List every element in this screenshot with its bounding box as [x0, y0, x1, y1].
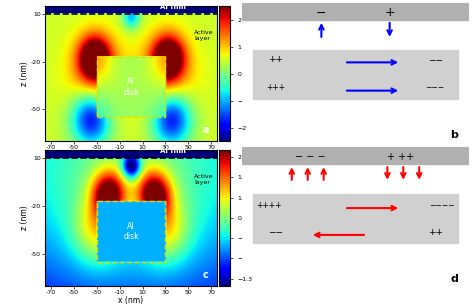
Text: ++: ++	[268, 55, 283, 64]
Text: Al film: Al film	[160, 148, 186, 154]
Y-axis label: z (nm): z (nm)	[20, 206, 29, 230]
Text: −−: −−	[268, 227, 283, 237]
Text: −−: −−	[428, 55, 443, 64]
Bar	[253, 50, 458, 99]
Text: −: −	[316, 6, 327, 19]
Bar	[97, 57, 165, 117]
Text: Active
layer: Active layer	[194, 30, 214, 41]
Text: b: b	[450, 130, 458, 140]
Bar	[253, 194, 458, 243]
X-axis label: x (nm): x (nm)	[118, 152, 144, 161]
Text: a: a	[202, 125, 209, 135]
X-axis label: x (nm): x (nm)	[118, 296, 144, 305]
Text: ++++: ++++	[256, 201, 282, 210]
Text: +++: +++	[266, 83, 285, 92]
Text: Al
disk: Al disk	[123, 222, 139, 241]
Text: c: c	[202, 270, 208, 280]
Text: + ++: + ++	[387, 152, 415, 162]
Bar	[242, 147, 469, 164]
Text: +: +	[384, 6, 395, 19]
Bar	[242, 3, 469, 20]
Text: − − −: − − −	[295, 152, 325, 162]
Bar	[242, 20, 469, 116]
Text: −−−−: −−−−	[429, 201, 455, 210]
Text: ++: ++	[428, 227, 443, 237]
Text: Al
disk: Al disk	[123, 77, 139, 97]
Text: −−−: −−−	[426, 83, 445, 92]
Y-axis label: z (nm): z (nm)	[20, 61, 29, 86]
Bar	[97, 201, 165, 262]
Bar	[242, 164, 469, 260]
Text: Al film: Al film	[160, 4, 186, 10]
Text: Active
layer: Active layer	[194, 174, 214, 185]
Text: d: d	[450, 274, 458, 284]
